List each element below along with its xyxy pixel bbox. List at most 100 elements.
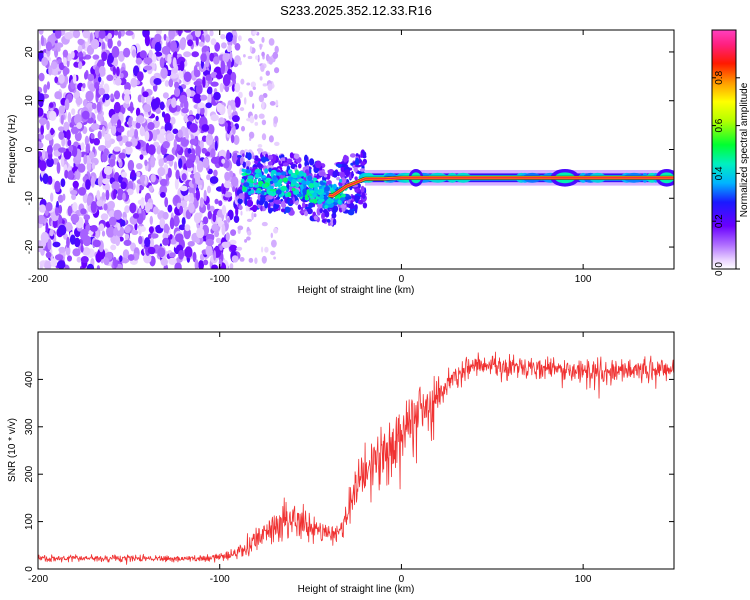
heatmap-noise-cell	[64, 222, 73, 232]
heatmap-noise-cell	[38, 99, 44, 108]
heatmap-transition-cell	[244, 198, 248, 206]
heatmap-noise-cell	[179, 185, 188, 192]
heatmap-noise-cell	[76, 52, 84, 58]
heatmap-transition-cell	[350, 162, 354, 166]
heatmap-noise-cell	[210, 156, 220, 164]
spectrogram-y-tick-label: 0	[24, 146, 35, 152]
heatmap-transition-cell	[324, 205, 329, 209]
heatmap-noise-cell	[228, 44, 232, 53]
heatmap-noise-cell	[237, 225, 244, 231]
heatmap-transition-cell	[246, 152, 252, 161]
heatmap-noise-cell	[232, 35, 237, 45]
heatmap-noise-cell	[90, 175, 95, 188]
heatmap-noise-cell	[97, 175, 103, 187]
heatmap-noise-cell	[155, 108, 161, 114]
heatmap-noise-cell	[110, 93, 114, 100]
heatmap-noise-cell	[64, 98, 70, 111]
heatmap-noise-cell	[251, 212, 254, 220]
heatmap-noise-cell	[40, 231, 49, 244]
heatmap-transition-cell	[324, 185, 330, 192]
spectrogram-x-tick-label: 100	[575, 274, 592, 285]
heatmap-noise-cell	[96, 265, 100, 269]
heatmap-noise-cell	[195, 189, 200, 201]
heatmap-noise-cell	[72, 180, 79, 189]
spectrogram-y-tick-label: 10	[24, 95, 35, 107]
heatmap-noise-cell	[196, 160, 204, 173]
heatmap-noise-cell	[202, 216, 209, 225]
heatmap-noise-cell	[132, 213, 140, 219]
heatmap-noise-cell	[157, 247, 166, 258]
heatmap-noise-cell	[229, 170, 234, 178]
heatmap-noise-cell	[188, 202, 195, 213]
heatmap-transition-cell	[247, 175, 254, 180]
heatmap-noise-cell	[219, 82, 224, 93]
heatmap-noise-cell	[124, 205, 130, 214]
heatmap-transition-cell	[291, 187, 296, 192]
heatmap-noise-cell	[218, 117, 225, 125]
heatmap-noise-cell	[141, 94, 145, 104]
heatmap-noise-cell	[150, 155, 156, 168]
heatmap-transition-cell	[267, 202, 271, 210]
heatmap-noise-cell	[138, 207, 142, 216]
heatmap-transition-cell	[280, 200, 286, 208]
heatmap-transition-cell	[252, 155, 256, 159]
heatmap-noise-cell	[260, 64, 265, 72]
heatmap-noise-cell	[166, 133, 175, 141]
heatmap-transition-cell	[304, 210, 309, 217]
heatmap-noise-cell	[227, 217, 231, 223]
heatmap-noise-cell	[248, 257, 254, 263]
heatmap-transition-cell	[296, 193, 303, 198]
heatmap-transition-cell	[260, 205, 263, 212]
spectrogram-y-tick-label: -10	[24, 191, 35, 206]
snr-panel: -200 -100 0 100 0 100 200 300 400 Height of str…	[7, 331, 675, 595]
heatmap-noise-cell	[147, 246, 156, 255]
heatmap-noise-cell	[85, 179, 91, 190]
heatmap-noise-cell	[108, 216, 117, 226]
heatmap-noise-cell	[192, 177, 196, 185]
heatmap-noise-cell	[57, 194, 64, 203]
heatmap-noise-cell	[42, 149, 46, 160]
heatmap-noise-cell	[187, 39, 194, 47]
heatmap-noise-cell	[193, 80, 202, 86]
heatmap-noise-cell	[64, 32, 73, 40]
heatmap-noise-cell	[247, 55, 253, 60]
heatmap-noise-cell	[104, 182, 110, 193]
heatmap-noise-cell	[113, 146, 121, 152]
heatmap-noise-cell	[206, 203, 211, 211]
heatmap-noise-cell	[96, 190, 101, 202]
heatmap-noise-cell	[233, 135, 240, 145]
heatmap-noise-cell	[230, 176, 239, 187]
heatmap-noise-cell	[96, 101, 102, 113]
heatmap-noise-cell	[225, 122, 229, 132]
heatmap-noise-cell	[80, 256, 89, 263]
heatmap-noise-cell	[160, 67, 168, 79]
heatmap-noise-cell	[83, 154, 88, 165]
heatmap-noise-cell	[115, 235, 121, 247]
heatmap-noise-cell	[101, 126, 106, 137]
heatmap-noise-cell	[79, 228, 88, 241]
heatmap-noise-cell	[77, 38, 85, 46]
heatmap-noise-cell	[142, 91, 149, 98]
heatmap-noise-cell	[94, 30, 100, 39]
heatmap-noise-cell	[159, 57, 165, 69]
heatmap-noise-cell	[162, 237, 170, 246]
heatmap-noise-cell	[131, 229, 139, 235]
heatmap-noise-cell	[101, 230, 106, 237]
heatmap-noise-cell	[205, 238, 214, 247]
heatmap-transition-cell	[242, 186, 247, 191]
heatmap-noise-cell	[60, 178, 66, 188]
colorbar: 0.0 0.2 0.4 0.6 0.8 Normalized spectral ampl…	[711, 29, 750, 276]
heatmap-transition-cell	[328, 222, 331, 226]
heatmap-noise-cell	[95, 252, 102, 263]
heatmap-noise-cell	[135, 57, 143, 65]
heatmap-noise-cell	[198, 41, 205, 47]
heatmap-noise-cell	[98, 65, 106, 75]
heatmap-noise-cell	[131, 49, 137, 58]
heatmap-noise-cell	[128, 117, 132, 128]
heatmap-transition-cell	[358, 183, 361, 189]
heatmap-noise-cell	[103, 148, 110, 157]
heatmap-noise-cell	[167, 167, 172, 178]
heatmap-noise-cell	[93, 138, 100, 146]
heatmap-noise-cell	[67, 139, 72, 147]
heatmap-noise-cell	[177, 30, 182, 37]
